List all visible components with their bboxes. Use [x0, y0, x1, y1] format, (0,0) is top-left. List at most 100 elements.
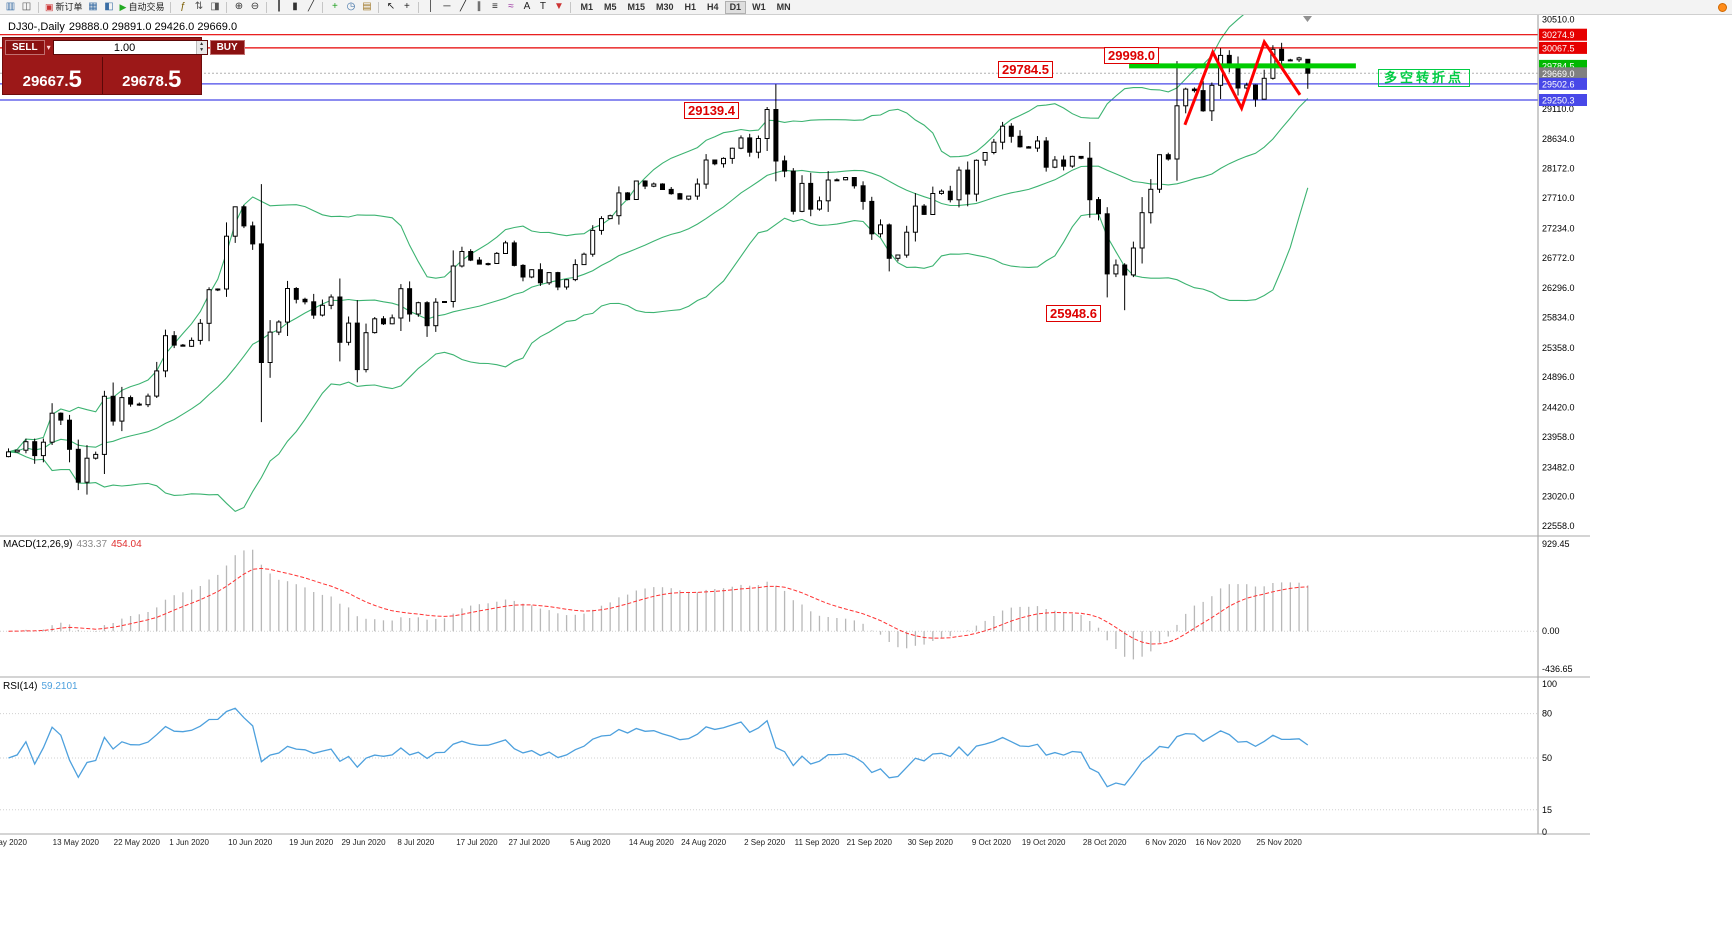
- turning-point-annotation[interactable]: 多空转折点: [1378, 69, 1471, 87]
- date-label: 1 Jun 2020: [169, 838, 209, 847]
- sell-price-display[interactable]: 29667. 5: [3, 57, 102, 94]
- timeframe-mn-button[interactable]: MN: [772, 1, 796, 14]
- macd-signal-value: 454.04: [111, 539, 142, 550]
- vline-tool-icon[interactable]: │: [423, 1, 438, 14]
- buy-price-display[interactable]: 29678. 5: [101, 57, 202, 94]
- timeframe-m1-button[interactable]: M1: [575, 1, 598, 14]
- lot-size-input[interactable]: [53, 41, 196, 54]
- candlestick-chart-icon: ▮: [292, 1, 298, 12]
- bollinger-bands[interactable]: [8, 0, 1309, 513]
- objects-list-icon: ⇅: [194, 1, 204, 12]
- chart-shift-marker[interactable]: [1303, 16, 1312, 22]
- rsi-line: [8, 707, 1309, 788]
- sell-button[interactable]: SELL: [5, 40, 45, 55]
- arrows-tool-icon[interactable]: ▼: [551, 1, 566, 14]
- periods-icon[interactable]: ◷: [343, 1, 358, 14]
- bar-chart-icon[interactable]: ┃: [271, 1, 286, 14]
- date-label: 27 Jul 2020: [508, 838, 550, 847]
- date-label: 13 May 2020: [52, 838, 99, 847]
- svg-text:24420.0: 24420.0: [1542, 403, 1575, 413]
- label-tool-icon[interactable]: T: [535, 1, 550, 14]
- line-chart-icon[interactable]: ╱: [303, 1, 318, 14]
- crosshair-tool-icon[interactable]: +: [399, 1, 414, 14]
- svg-text:29502.6: 29502.6: [1542, 79, 1575, 89]
- candlestick-chart-icon[interactable]: ▮: [287, 1, 302, 14]
- timeframe-m15-button-label: M15: [627, 2, 646, 12]
- lot-decrease-button[interactable]: ▼: [195, 47, 207, 54]
- date-label: 19 Jun 2020: [289, 838, 334, 847]
- macd-signal-line: [8, 567, 1308, 645]
- chart-profiles-icon: ◫: [21, 1, 32, 12]
- zoom-out-icon[interactable]: ⊖: [247, 1, 262, 14]
- trendline-tool-icon[interactable]: ╱: [455, 1, 470, 14]
- indicators-list-icon[interactable]: ƒ: [175, 1, 190, 14]
- autotrade-button[interactable]: ▶ 自动交易: [118, 1, 167, 14]
- one-click-controls: SELL ▾ ▲ ▼ BUY: [3, 38, 245, 57]
- objects-list-icon[interactable]: ⇅: [191, 1, 206, 14]
- cursor-tool-icon[interactable]: ↖: [383, 1, 398, 14]
- toolbar-separator: [170, 1, 172, 13]
- templates-icon[interactable]: ▤: [359, 1, 374, 14]
- wave-tool-icon: ≈: [508, 1, 514, 12]
- text-tool-icon[interactable]: A: [519, 1, 534, 14]
- time-axis[interactable]: 1 May 2020 13 May 2020 22 May 2020 1 Jun 20…: [0, 836, 1732, 850]
- lot-size-field: ▲ ▼: [52, 40, 208, 55]
- price-annotation[interactable]: 29139.4: [684, 101, 739, 119]
- buy-button[interactable]: BUY: [209, 40, 245, 55]
- timeframe-m5-button[interactable]: M5: [599, 1, 622, 14]
- new-order-button-label: 新订单: [55, 1, 83, 12]
- zoom-in-icon[interactable]: ⊕: [231, 1, 246, 14]
- svg-text:23482.0: 23482.0: [1542, 462, 1575, 472]
- timeframe-d1-button[interactable]: D1: [724, 0, 747, 14]
- wave-tool-icon[interactable]: ≈: [503, 1, 518, 14]
- notifications-icon[interactable]: [1718, 3, 1727, 12]
- price-annotation[interactable]: 25948.6: [1046, 304, 1101, 322]
- fibonacci-tool-icon[interactable]: ≡: [487, 1, 502, 14]
- timeframe-h4-button[interactable]: H4: [702, 1, 724, 14]
- chart-profiles-icon[interactable]: ◫: [19, 1, 34, 14]
- macd-name: MACD(12,26,9): [3, 539, 73, 550]
- docking-icon[interactable]: ◨: [207, 1, 222, 14]
- toolbar-separator: [226, 1, 228, 13]
- date-label: 30 Sep 2020: [907, 838, 953, 847]
- timeframe-m30-button[interactable]: M30: [651, 1, 679, 14]
- add-indicator-icon: +: [332, 1, 338, 12]
- svg-text:26296.0: 26296.0: [1542, 283, 1575, 293]
- date-label: 2 Sep 2020: [744, 838, 786, 847]
- timeframe-m1-button-label: M1: [580, 2, 593, 12]
- date-label: 8 Jul 2020: [397, 838, 435, 847]
- timeframe-w1-button-label: W1: [752, 2, 766, 12]
- svg-text:27234.0: 27234.0: [1542, 223, 1575, 233]
- timeframe-h1-button[interactable]: H1: [680, 1, 702, 14]
- date-label: 11 Sep 2020: [794, 838, 840, 847]
- date-label: 25 Nov 2020: [1256, 838, 1302, 847]
- navigator-icon[interactable]: ◧: [102, 1, 117, 14]
- zoom-out-icon: ⊖: [250, 1, 260, 12]
- channel-tool-icon[interactable]: ∥: [471, 1, 486, 14]
- new-chart-icon[interactable]: ▥: [3, 1, 18, 14]
- zigzag-drawing[interactable]: [1183, 38, 1302, 126]
- add-indicator-icon[interactable]: +: [327, 1, 342, 14]
- price-annotation[interactable]: 29784.5: [998, 60, 1053, 78]
- one-click-trading-panel: SELL ▾ ▲ ▼ BUY 29667. 5 29678. 5: [2, 37, 245, 95]
- svg-text:27710.0: 27710.0: [1542, 193, 1575, 203]
- date-label: 16 Nov 2020: [1195, 838, 1241, 847]
- hline-tool-icon[interactable]: ─: [439, 1, 454, 14]
- sell-price-text: 29667.: [22, 73, 69, 90]
- buy-price-text: 29678.: [122, 73, 169, 90]
- rsi-axis-label: 50: [1542, 753, 1552, 763]
- timeframe-w1-button[interactable]: W1: [747, 1, 771, 14]
- timeframe-m15-button[interactable]: M15: [623, 1, 651, 14]
- one-click-menu-icon[interactable]: ▾: [46, 43, 51, 52]
- cursor-tool-icon: ↖: [386, 1, 396, 12]
- ohlc-values: 29888.0 29891.0 29426.0 29669.0: [68, 21, 238, 33]
- chart-title: DJ30-,Daily 29888.0 29891.0 29426.0 29669…: [8, 21, 241, 33]
- lot-increase-button[interactable]: ▲: [195, 41, 207, 48]
- price-tag-29250.3: 29250.3: [1539, 94, 1587, 106]
- price-axis-labels[interactable]: 30510.0 29110.0 28634.0 28172.0 27710.0 27234…: [1542, 15, 1575, 531]
- new-order-button[interactable]: ▣ 新订单: [43, 1, 85, 14]
- market-watch-icon[interactable]: ▦: [86, 1, 101, 14]
- price-annotation[interactable]: 29998.0: [1104, 47, 1159, 65]
- svg-text:25358.0: 25358.0: [1542, 343, 1575, 353]
